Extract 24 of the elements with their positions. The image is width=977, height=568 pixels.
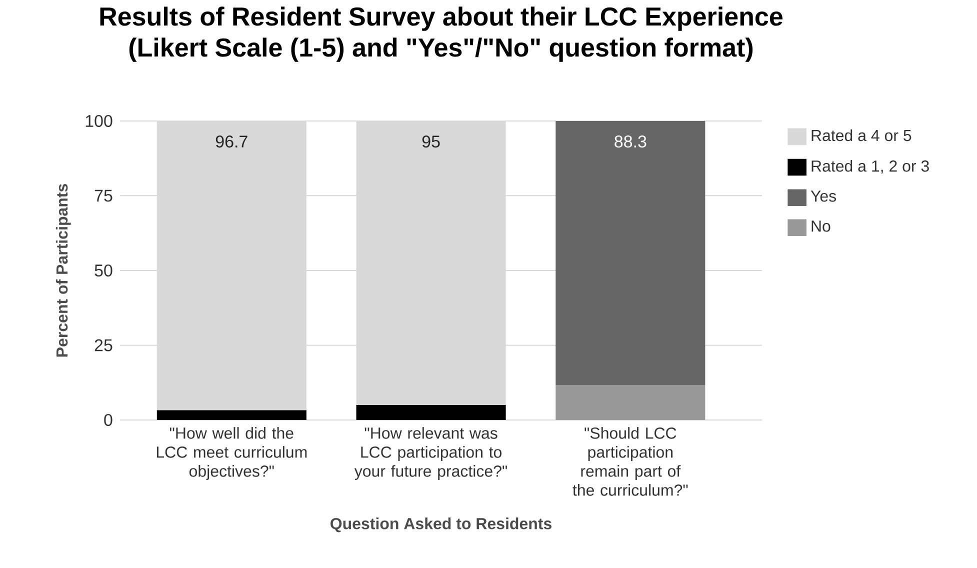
bar (356, 405, 506, 420)
x-tick-label: "How relevant was LCC participation to your future practice?" (354, 427, 507, 480)
y-tick-label: 75 (94, 190, 112, 202)
data-label: 95 (422, 136, 440, 148)
x-axis-title: Question Asked to Residents (330, 518, 552, 532)
bar (156, 410, 306, 420)
legend-label: Rated a 4 or 5 (812, 129, 912, 142)
y-tick-label: 100 (86, 114, 112, 128)
bar (356, 121, 506, 406)
legend-label: No (812, 220, 830, 232)
data-label: 88.3 (614, 136, 646, 148)
y-tick-label: 25 (94, 339, 112, 352)
data-label: 96.7 (216, 136, 248, 148)
x-tick-label: "How well did the LCC meet curriculum objectives?" (156, 427, 307, 480)
bar (156, 121, 306, 410)
chart-title: Results of Resident Survey about their LCC Experience (Likert Scale (1-5) and "Yes"/"No" question format) (100, 6, 782, 62)
legend-label: Yes (810, 190, 836, 202)
y-tick-label: 50 (94, 264, 112, 277)
legend-label: Rated a 1, 2 or 3 (812, 160, 929, 174)
y-tick-label: 0 (104, 414, 112, 426)
bar (556, 385, 706, 420)
bar (556, 121, 706, 386)
x-tick-label: "Should LCC participation remain part of the curriculum?" (572, 427, 688, 496)
y-axis-title: Percent of Participants (56, 184, 71, 357)
